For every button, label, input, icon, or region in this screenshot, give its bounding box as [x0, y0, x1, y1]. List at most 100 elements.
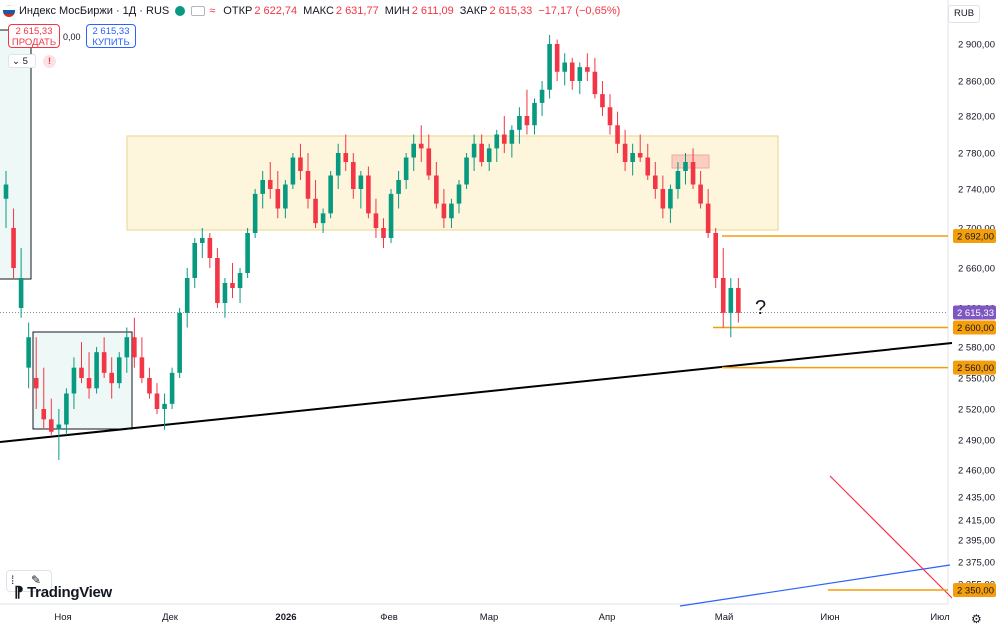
- change-value: −17,17 (−0,65%): [538, 5, 621, 17]
- candle-body-1: [11, 228, 16, 268]
- candle-body-58: [441, 203, 447, 219]
- buy-price: 2 615,33: [92, 26, 130, 37]
- candle-body-13: [101, 352, 107, 373]
- candle-body-54: [411, 143, 416, 158]
- logo-mark: ⁋: [14, 584, 28, 601]
- price-tick-label: 2 415,00: [958, 516, 995, 527]
- overlays-layer: ?: [755, 297, 766, 319]
- price-tick-label: 2 490,00: [958, 436, 995, 447]
- time-tick-label: Апр: [599, 612, 616, 623]
- candle-body-29: [222, 283, 228, 303]
- candle-body-92: [698, 184, 703, 204]
- sell-label: ПРОДАТЬ: [11, 37, 57, 48]
- candle-body-23: [177, 312, 182, 373]
- candle-body-11: [86, 378, 92, 389]
- candle-body-8: [64, 393, 69, 425]
- price-tick-label: 2 435,00: [958, 493, 995, 504]
- range-box-november: [32, 331, 133, 430]
- candle-body-21: [162, 403, 167, 409]
- candle-body-25: [192, 243, 198, 278]
- candle-body-33: [252, 193, 258, 233]
- candle-body-65: [494, 134, 500, 149]
- price-tick-label: 2 460,00: [958, 466, 995, 477]
- candle-body-69: [524, 116, 530, 126]
- sell-price: 2 615,33: [15, 26, 53, 37]
- candle-body-89: [675, 171, 681, 189]
- candle-body-37: [283, 184, 288, 209]
- candle-body-66: [502, 134, 507, 144]
- candle-body-62: [471, 143, 477, 158]
- price-tick-label: 2 520,00: [958, 405, 995, 416]
- symbol-title[interactable]: Индекс МосБиржи · 1Д · RUS: [19, 5, 170, 17]
- candle-body-81: [615, 125, 620, 144]
- candle-body-50: [381, 228, 386, 238]
- candle-body-24: [184, 278, 190, 313]
- level-price-tag-bg: [953, 360, 996, 375]
- eye-icon[interactable]: [191, 6, 206, 16]
- candle-body-28: [215, 258, 220, 303]
- candle-body-15: [116, 357, 122, 384]
- price-tick-label: 2 550,00: [958, 374, 995, 385]
- candle-body-4: [33, 378, 39, 389]
- candle-body-16: [124, 337, 130, 358]
- candle-body-87: [660, 189, 666, 209]
- candle-body-9: [71, 367, 77, 394]
- level-price-tag-bg: [953, 229, 996, 243]
- spread-value: 0,00: [63, 32, 81, 42]
- price-tick-label: 2 375,00: [958, 558, 995, 569]
- candle-body-26: [200, 238, 205, 243]
- candle-body-0: [3, 184, 9, 199]
- candle-body-44: [335, 153, 341, 176]
- price-axis[interactable]: 2 350,002 355,002 375,002 395,002 415,00…: [953, 40, 996, 598]
- candle-body-82: [622, 143, 628, 162]
- candle-body-84: [637, 153, 643, 158]
- candle-body-52: [396, 180, 401, 194]
- price-tick-label: 2 860,00: [958, 77, 995, 88]
- time-axis[interactable]: Ноя Дек 2026 Фев Мар Апр Май Июн Июл: [54, 612, 949, 623]
- candle-body-7: [56, 424, 62, 430]
- candle-body-60: [456, 184, 462, 204]
- candle-body-76: [577, 67, 583, 81]
- candle-body-42: [320, 213, 326, 224]
- time-tick-label: Фев: [380, 612, 398, 623]
- candle-body-14: [109, 372, 114, 384]
- gear-icon[interactable]: ⚙: [971, 612, 982, 626]
- candle-body-88: [668, 189, 673, 209]
- current-price-tag-bg: [953, 305, 996, 320]
- current-price-tag: 2 615,33: [957, 308, 994, 319]
- level-price-tag: 2 692,00: [957, 232, 994, 243]
- candle-body-36: [275, 189, 281, 209]
- low-value: 2 611,09: [411, 5, 454, 17]
- level-price-tag-bg: [953, 583, 996, 597]
- candle-body-22: [169, 372, 175, 404]
- price-tick-label: 2 395,00: [958, 536, 995, 547]
- candle-body-49: [373, 213, 379, 228]
- candle-body-34: [260, 180, 265, 194]
- pencil-icon: ✎: [31, 573, 42, 587]
- time-tick-label: Дек: [162, 612, 179, 623]
- warning-icon[interactable]: !: [43, 55, 56, 68]
- candle-body-51: [388, 193, 394, 238]
- candle-body-70: [532, 102, 537, 126]
- flag-ru-icon: [3, 5, 15, 17]
- price-tick-label: 2 900,00: [958, 40, 995, 51]
- candle-body-19: [147, 378, 152, 394]
- candle-body-27: [207, 238, 213, 258]
- indicators-toggle[interactable]: ⌄ 5: [8, 54, 36, 68]
- candle-body-78: [592, 71, 598, 95]
- candle-body-95: [720, 278, 726, 313]
- market-status-icon[interactable]: [175, 6, 186, 16]
- candle-body-57: [434, 175, 439, 204]
- candle-body-77: [585, 67, 590, 72]
- candle-body-31: [237, 273, 243, 288]
- wave-icon[interactable]: ≈: [209, 5, 216, 17]
- drawing-tool-button[interactable]: ⁞ ✎: [6, 570, 52, 592]
- buy-button[interactable]: 2 615,33 КУПИТЬ: [86, 24, 136, 48]
- candle-body-61: [464, 157, 469, 185]
- sell-button[interactable]: 2 615,33 ПРОДАТЬ: [8, 24, 60, 48]
- candle-body-80: [607, 107, 613, 126]
- chart-header: Индекс МосБиржи · 1Д · RUS ≈ ОТКР 2 622,…: [0, 0, 948, 22]
- currency-selector[interactable]: RUB: [948, 5, 980, 23]
